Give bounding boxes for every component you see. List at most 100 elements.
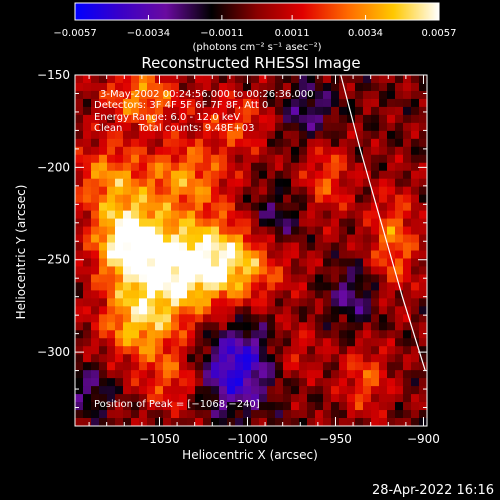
image-pixel — [203, 298, 212, 307]
image-pixel — [99, 338, 108, 347]
image-pixel — [115, 210, 124, 220]
image-pixel — [251, 114, 260, 124]
image-pixel — [147, 354, 156, 363]
image-pixel — [91, 162, 100, 172]
image-pixel — [91, 218, 100, 228]
image-pixel — [219, 418, 228, 426]
image-pixel — [115, 362, 124, 371]
image-pixel — [355, 258, 364, 268]
image-pixel — [331, 186, 340, 196]
image-pixel — [339, 154, 348, 164]
image-pixel — [219, 394, 228, 403]
image-pixel — [291, 266, 300, 276]
image-pixel — [187, 282, 196, 291]
image-pixel — [139, 322, 148, 331]
image-pixel — [363, 282, 372, 291]
image-pixel — [179, 258, 188, 268]
image-pixel — [419, 338, 427, 347]
image-pixel — [179, 194, 188, 204]
image-pixel — [91, 202, 100, 212]
image-pixel — [299, 298, 308, 307]
image-pixel — [251, 274, 260, 284]
y-tick-label: −300 — [37, 345, 70, 359]
image-pixel — [371, 346, 380, 355]
image-pixel — [403, 394, 412, 403]
colorbar-ticks: −0.0057 −0.0034 −0.0011 0.0011 0.0034 0.0057 — [53, 15, 457, 39]
image-pixel — [275, 202, 284, 212]
image-pixel — [395, 394, 404, 403]
image-pixel — [227, 354, 236, 363]
image-pixel — [411, 314, 420, 323]
image-pixel — [115, 170, 124, 180]
image-pixel — [107, 106, 116, 116]
image-pixel — [163, 210, 172, 220]
image-pixel — [339, 266, 348, 276]
image-pixel — [339, 338, 348, 347]
image-pixel — [203, 75, 212, 84]
image-pixel — [91, 330, 100, 339]
image-pixel — [107, 98, 116, 108]
image-pixel — [203, 330, 212, 339]
colorbar-gradient — [75, 3, 439, 20]
image-pixel — [315, 90, 324, 100]
image-pixel — [379, 234, 388, 244]
image-pixel — [203, 274, 212, 284]
image-pixel — [115, 290, 124, 299]
image-pixel — [355, 106, 364, 116]
image-pixel — [403, 250, 412, 260]
image-pixel — [331, 266, 340, 276]
image-pixel — [171, 170, 180, 180]
image-pixel — [139, 75, 148, 84]
image-pixel — [387, 202, 396, 212]
image-pixel — [419, 106, 427, 116]
image-pixel — [99, 330, 108, 339]
image-pixel — [203, 154, 212, 164]
image-pixel — [179, 186, 188, 196]
image-pixel — [131, 202, 140, 212]
image-pixel — [203, 322, 212, 331]
image-pixel — [315, 282, 324, 291]
image-pixel — [211, 298, 220, 307]
image-pixel — [307, 202, 316, 212]
image-pixel — [235, 418, 244, 426]
image-pixel — [187, 130, 196, 140]
image-pixel — [355, 290, 364, 299]
image-pixel — [411, 138, 420, 148]
image-pixel — [83, 314, 92, 323]
image-pixel — [371, 178, 380, 188]
image-pixel — [267, 82, 276, 92]
image-pixel — [403, 202, 412, 212]
image-pixel — [259, 210, 268, 220]
image-pixel — [219, 122, 228, 132]
image-pixel — [171, 138, 180, 148]
image-pixel — [315, 162, 324, 172]
chart-title: Reconstructed RHESSI Image — [141, 54, 360, 72]
image-pixel — [347, 314, 356, 323]
image-pixel — [195, 122, 204, 132]
image-pixel — [83, 210, 92, 220]
image-pixel — [219, 242, 228, 252]
image-pixel — [403, 410, 412, 419]
image-pixel — [363, 290, 372, 299]
image-pixel — [147, 170, 156, 180]
image-pixel — [403, 106, 412, 116]
image-pixel — [99, 226, 108, 236]
image-pixel — [171, 146, 180, 156]
image-pixel — [347, 122, 356, 132]
image-pixel — [91, 418, 100, 426]
image-pixel — [315, 186, 324, 196]
image-pixel — [259, 186, 268, 196]
image-pixel — [179, 282, 188, 291]
image-pixel — [363, 202, 372, 212]
image-pixel — [267, 122, 276, 132]
image-pixel — [419, 362, 427, 371]
image-pixel — [227, 322, 236, 331]
image-pixel — [403, 362, 412, 371]
image-pixel — [187, 194, 196, 204]
image-pixel — [283, 346, 292, 355]
image-pixel — [195, 114, 204, 124]
image-pixel — [387, 362, 396, 371]
image-pixel — [131, 370, 140, 379]
image-pixel — [355, 322, 364, 331]
image-pixel — [323, 410, 332, 419]
